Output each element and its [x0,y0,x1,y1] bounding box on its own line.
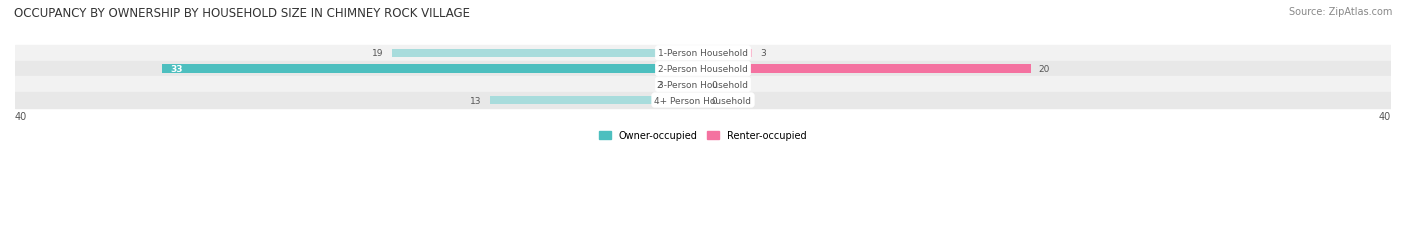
Text: 40: 40 [15,112,27,122]
Text: 40: 40 [1379,112,1391,122]
Bar [392,49,703,58]
Text: 3: 3 [761,49,766,58]
Bar [671,81,703,89]
Text: 33: 33 [170,65,183,74]
Text: 3-Person Household: 3-Person Household [658,80,748,89]
Text: 13: 13 [471,96,482,105]
Bar [491,96,703,105]
Text: 2: 2 [657,80,662,89]
Bar [15,93,1391,108]
Bar [15,77,1391,93]
Text: OCCUPANCY BY OWNERSHIP BY HOUSEHOLD SIZE IN CHIMNEY ROCK VILLAGE: OCCUPANCY BY OWNERSHIP BY HOUSEHOLD SIZE… [14,7,470,20]
Bar [15,61,1391,77]
Bar [703,49,752,58]
Text: 1-Person Household: 1-Person Household [658,49,748,58]
Text: 4+ Person Household: 4+ Person Household [655,96,751,105]
Text: 19: 19 [373,49,384,58]
Text: Source: ZipAtlas.com: Source: ZipAtlas.com [1288,7,1392,17]
Text: 0: 0 [711,96,717,105]
Bar [15,46,1391,61]
Text: 20: 20 [1039,65,1050,74]
Text: 2-Person Household: 2-Person Household [658,65,748,74]
Bar [163,65,703,73]
Legend: Owner-occupied, Renter-occupied: Owner-occupied, Renter-occupied [596,127,810,145]
Text: 0: 0 [711,80,717,89]
Bar [703,65,1031,73]
